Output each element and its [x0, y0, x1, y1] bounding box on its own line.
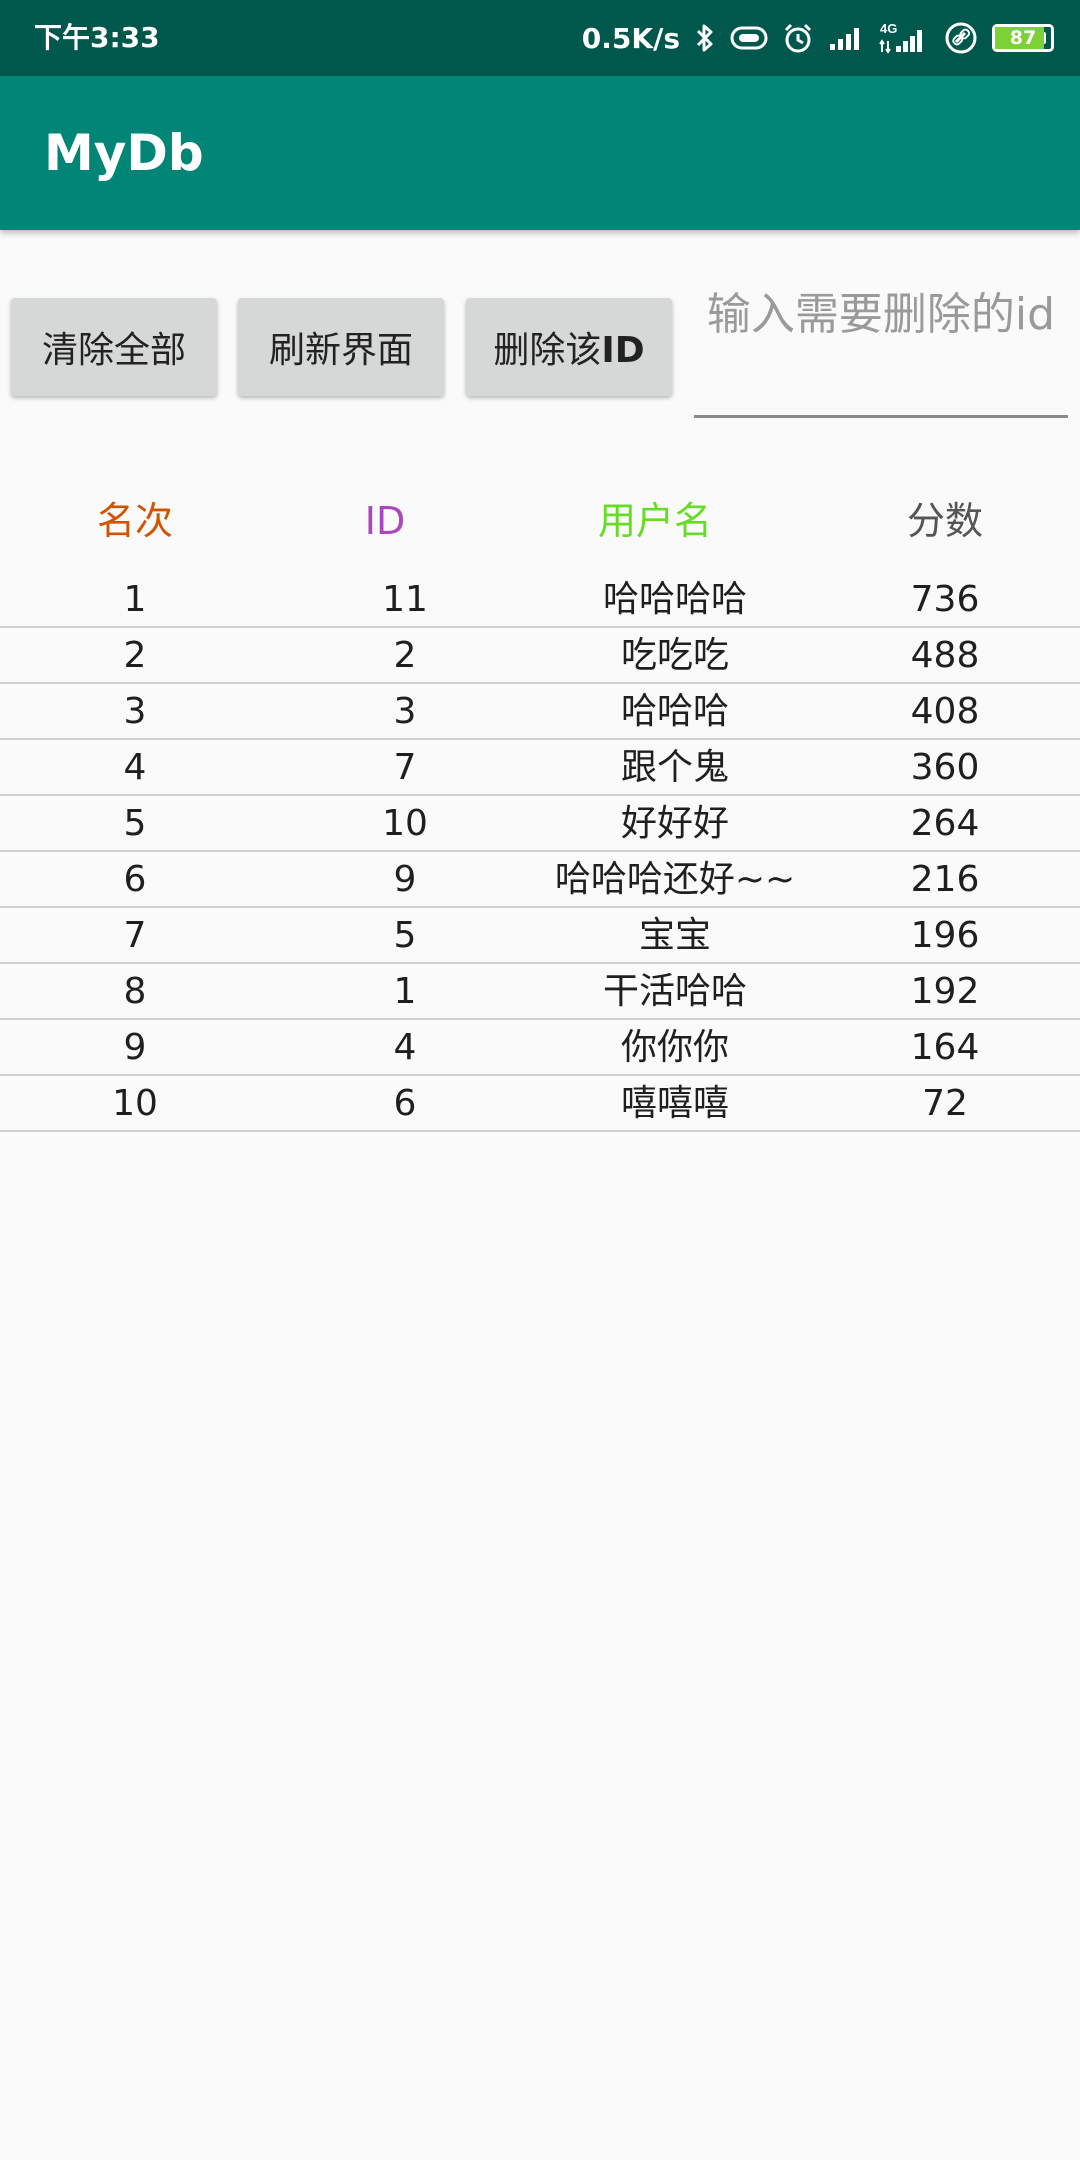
table-row[interactable]: 9 4 你你你 164 — [0, 1020, 1080, 1076]
header-rank: 名次 — [96, 499, 173, 543]
nfc-icon — [730, 25, 768, 51]
cell-username: 好好好 — [620, 803, 729, 844]
network-speed: 0.5K/s — [581, 21, 680, 55]
header-id: ID — [364, 499, 406, 543]
cell-score: 264 — [910, 803, 980, 844]
cell-score: 488 — [910, 635, 980, 676]
cell-username: 吃吃吃 — [620, 635, 729, 676]
status-bar: 下午3:33 0.5K/s 4G 87 — [0, 0, 1080, 76]
cell-score: 72 — [922, 1083, 968, 1124]
table-row[interactable]: 5 10 好好好 264 — [0, 796, 1080, 852]
battery-icon: 87 — [992, 24, 1054, 52]
table-row[interactable]: 7 5 宝宝 196 — [0, 908, 1080, 964]
delete-id-button[interactable]: 删除该ID — [466, 298, 672, 396]
battery-fill — [995, 27, 1044, 49]
alarm-icon — [782, 22, 814, 54]
cell-id: 3 — [393, 691, 417, 732]
svg-text:4G: 4G — [880, 21, 897, 36]
cell-id: 2 — [393, 635, 417, 676]
table-row[interactable]: 3 3 哈哈哈 408 — [0, 684, 1080, 740]
cell-username: 哈哈哈哈 — [602, 579, 747, 620]
ranking-table: 名次 ID 用户名 分数 1 11 哈哈哈哈 736 2 2 吃吃吃 488 3 3 哈哈哈 40… — [0, 484, 1080, 1132]
header-username: 用户名 — [597, 499, 712, 543]
table-row[interactable]: 6 9 哈哈哈还好~~ 216 — [0, 852, 1080, 908]
battery-tip — [1042, 32, 1046, 44]
input-underline — [694, 415, 1068, 418]
cell-score: 196 — [910, 915, 980, 956]
cell-rank: 3 — [123, 691, 147, 732]
cell-username: 哈哈哈还好~~ — [554, 859, 796, 900]
app-bar: MyDb — [0, 76, 1080, 230]
delete-id-label: 删除该 — [493, 330, 602, 371]
cell-score: 408 — [910, 691, 980, 732]
cell-rank: 10 — [112, 1083, 158, 1124]
cell-username: 跟个鬼 — [620, 747, 729, 788]
id-input-wrapper — [694, 278, 1068, 418]
cell-id: 11 — [382, 579, 428, 620]
cell-username: 哈哈哈 — [620, 691, 729, 732]
cell-score: 736 — [910, 579, 980, 620]
cell-rank: 4 — [123, 747, 147, 788]
cell-username: 干活哈哈 — [602, 971, 747, 1012]
controls-row: 清除全部 刷新界面 删除该ID — [0, 230, 1080, 450]
4g-signal-icon: 4G — [878, 20, 930, 56]
cell-id: 7 — [393, 747, 417, 788]
cell-score: 216 — [910, 859, 980, 900]
cell-rank: 2 — [123, 635, 147, 676]
cell-username: 嘻嘻嘻 — [620, 1083, 729, 1124]
delete-id-input[interactable] — [694, 278, 1068, 414]
table-header: 名次 ID 用户名 分数 — [0, 484, 1080, 558]
refresh-button[interactable]: 刷新界面 — [238, 298, 444, 396]
cell-rank: 9 — [123, 1027, 147, 1068]
table-row[interactable]: 2 2 吃吃吃 488 — [0, 628, 1080, 684]
app-title: MyDb — [44, 124, 204, 182]
cell-id: 10 — [382, 803, 428, 844]
header-score: 分数 — [906, 499, 983, 543]
table-row[interactable]: 10 6 嘻嘻嘻 72 — [0, 1076, 1080, 1132]
delete-id-label-id: ID — [601, 330, 645, 371]
cell-rank: 7 — [123, 915, 147, 956]
link-icon — [944, 21, 978, 55]
cell-id: 5 — [393, 915, 417, 956]
cell-username: 你你你 — [620, 1027, 729, 1068]
clear-all-button[interactable]: 清除全部 — [11, 298, 217, 396]
signal-icon — [828, 24, 864, 52]
table-row[interactable]: 4 7 跟个鬼 360 — [0, 740, 1080, 796]
table-row[interactable]: 8 1 干活哈哈 192 — [0, 964, 1080, 1020]
cell-id: 9 — [393, 859, 417, 900]
cell-rank: 8 — [123, 971, 147, 1012]
status-icons: 0.5K/s 4G 87 — [581, 16, 1054, 60]
cell-rank: 5 — [123, 803, 147, 844]
table-row[interactable]: 1 11 哈哈哈哈 736 — [0, 572, 1080, 628]
battery-body: 87 — [992, 24, 1054, 52]
cell-id: 1 — [393, 971, 417, 1012]
cell-score: 360 — [910, 747, 980, 788]
cell-id: 6 — [393, 1083, 417, 1124]
cell-score: 192 — [910, 971, 980, 1012]
cell-rank: 1 — [123, 579, 147, 620]
cell-rank: 6 — [123, 859, 147, 900]
status-time: 下午3:33 — [34, 21, 160, 54]
bluetooth-icon — [694, 23, 716, 53]
cell-score: 164 — [910, 1027, 980, 1068]
cell-username: 宝宝 — [638, 915, 711, 956]
cell-id: 4 — [393, 1027, 417, 1068]
battery-level: 87 — [1009, 27, 1037, 49]
